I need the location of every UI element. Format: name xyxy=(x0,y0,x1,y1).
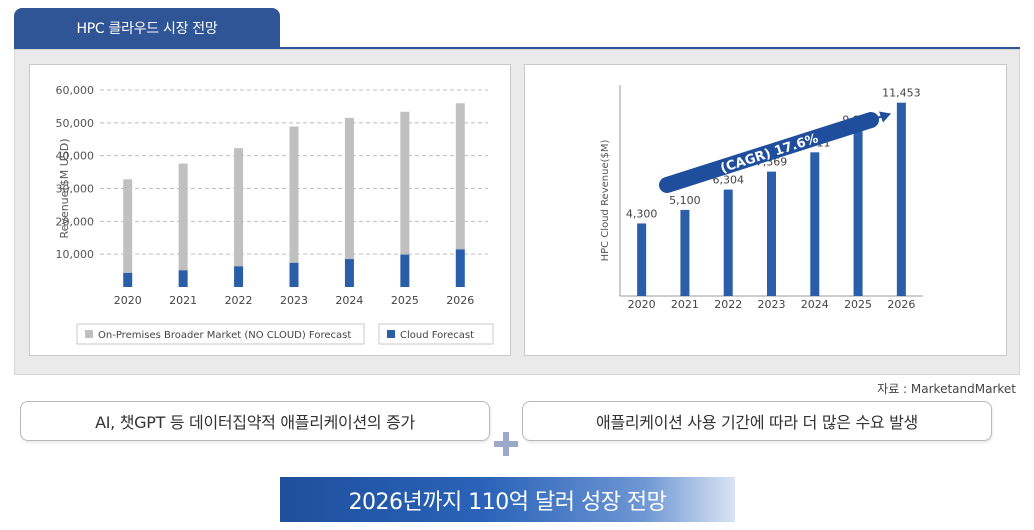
header-tab: HPC 클라우드 시장 전망 xyxy=(14,8,280,48)
onprem-bar xyxy=(289,126,299,263)
header-title: HPC 클라우드 시장 전망 xyxy=(76,21,218,37)
legend-cloud-label: Cloud Forecast xyxy=(400,330,474,341)
legend-cloud-box xyxy=(378,323,494,345)
driver-ai-apps-text: AI, 챗GPT 등 데이터집약적 애플리케이션의 증가 xyxy=(95,413,415,432)
cloud-revenue-bar xyxy=(637,223,647,296)
onprem-bar xyxy=(234,148,244,267)
y-tick-label: 60,000 xyxy=(56,84,95,97)
legend-onprem-box xyxy=(76,323,365,345)
x-tick-label: 2023 xyxy=(280,294,308,307)
cloud-revenue-bar xyxy=(723,189,733,296)
x-tick-label: 2024 xyxy=(801,298,829,311)
data-label: 4,300 xyxy=(626,207,658,220)
driver-ai-apps: AI, 챗GPT 등 데이터집약적 애플리케이션의 증가 xyxy=(20,401,490,441)
data-label: 11,453 xyxy=(882,87,921,100)
cloud-bar xyxy=(123,272,133,287)
cagr-annotation: (CAGR) 17.6% xyxy=(719,131,821,176)
y-tick-label: 30,000 xyxy=(56,183,95,196)
x-tick-label: 2020 xyxy=(114,294,142,307)
y-tick-label: 40,000 xyxy=(56,150,95,163)
y-tick-label: 10,000 xyxy=(56,248,95,261)
y-tick-label: 50,000 xyxy=(56,117,95,130)
x-tick-label: 2024 xyxy=(335,294,363,307)
driver-app-usage: 애플리케이션 사용 기간에 따라 더 많은 수요 발생 xyxy=(522,401,992,441)
onprem-bar xyxy=(178,163,188,271)
forecast-banner-text: 2026년까지 110억 달러 성장 전망 xyxy=(348,489,667,515)
x-tick-label: 2025 xyxy=(391,294,419,307)
arrow-head-icon xyxy=(879,111,891,123)
x-tick-label: 2025 xyxy=(844,298,872,311)
data-label: 6,304 xyxy=(712,174,744,187)
cagr-band xyxy=(659,112,879,193)
cloud-revenue-chart-card: HPC Cloud Revenue($M) 4,300 2020 5,100 2021 6… xyxy=(524,64,1007,356)
x-tick-label: 2021 xyxy=(169,294,197,307)
cloud-revenue-bar xyxy=(767,171,776,296)
legend-onprem: On-Premises Broader Market (NO CLOUD) Fo… xyxy=(76,323,365,345)
x-tick-label: 2026 xyxy=(887,298,915,311)
legend-cloud-swatch xyxy=(387,330,395,338)
cloud-bar xyxy=(344,259,354,287)
x-tick-label: 2020 xyxy=(628,298,656,311)
onprem-bar xyxy=(400,111,410,255)
plus-icon xyxy=(492,430,520,458)
legend-onprem-label: On-Premises Broader Market (NO CLOUD) Fo… xyxy=(98,330,351,341)
header-divider xyxy=(14,47,1020,49)
cloud-revenue-bar xyxy=(896,102,906,296)
source-note: 자료 : MarketandMarket xyxy=(877,382,1016,396)
x-tick-label: 2026 xyxy=(446,294,474,307)
y-axis-label: HPC Cloud Revenue($M) xyxy=(600,140,611,262)
y-axis-label: Revenue($M USD) xyxy=(58,139,71,239)
cloud-revenue-bar xyxy=(853,129,863,296)
cloud-revenue-bar xyxy=(810,152,820,296)
stacked-bar-chart-card: 10,000 20,000 30,000 40,000 50,000 60,000 Reve… xyxy=(29,64,511,356)
cloud-bar xyxy=(400,254,410,287)
cloud-revenue-chart: HPC Cloud Revenue($M) 4,300 2020 5,100 2021 6… xyxy=(600,85,923,311)
forecast-banner: 2026년까지 110억 달러 성장 전망 xyxy=(280,477,735,522)
cloud-bar xyxy=(455,249,465,287)
onprem-bar xyxy=(344,117,354,260)
x-tick-label: 2021 xyxy=(671,298,699,311)
stacked-bar-chart: 10,000 20,000 30,000 40,000 50,000 60,000 Reve… xyxy=(56,84,494,345)
chart-panel: 10,000 20,000 30,000 40,000 50,000 60,000 Reve… xyxy=(14,49,1020,375)
legend-cloud: Cloud Forecast xyxy=(378,323,494,345)
x-tick-label: 2022 xyxy=(225,294,253,307)
x-tick-label: 2023 xyxy=(758,298,786,311)
y-tick-label: 20,000 xyxy=(56,215,95,228)
data-label: 5,100 xyxy=(669,194,701,207)
legend-onprem-swatch xyxy=(85,330,93,338)
cloud-bar xyxy=(234,266,244,287)
cloud-revenue-bar xyxy=(680,209,690,296)
driver-app-usage-text: 애플리케이션 사용 기간에 따라 더 많은 수요 발생 xyxy=(596,413,918,432)
cloud-bar xyxy=(289,262,299,287)
x-tick-label: 2022 xyxy=(714,298,742,311)
onprem-bar xyxy=(455,103,465,250)
onprem-bar xyxy=(123,179,133,273)
cloud-bar xyxy=(178,270,188,287)
